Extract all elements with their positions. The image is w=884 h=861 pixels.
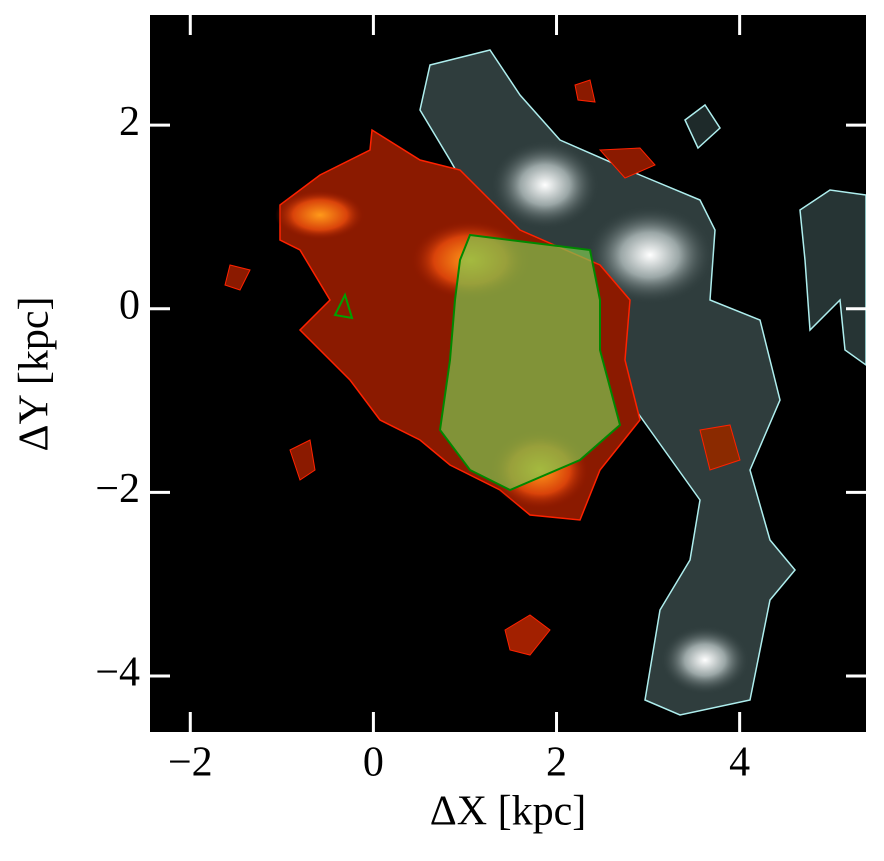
map-image [224,49,866,716]
y-tick-label: 2 [119,99,140,145]
x-axis-label: ΔX [kpc] [430,789,586,835]
x-tick-label: 0 [363,740,384,786]
y-tick-label: −4 [95,650,140,696]
x-tick-label: 2 [546,740,567,786]
x-tick-label: 4 [729,740,750,786]
x-tick-label: −2 [168,740,213,786]
y-axis-label: ΔY [kpc] [12,297,58,452]
y-tick-label: 0 [119,282,140,328]
y-tick-label: −2 [95,466,140,512]
